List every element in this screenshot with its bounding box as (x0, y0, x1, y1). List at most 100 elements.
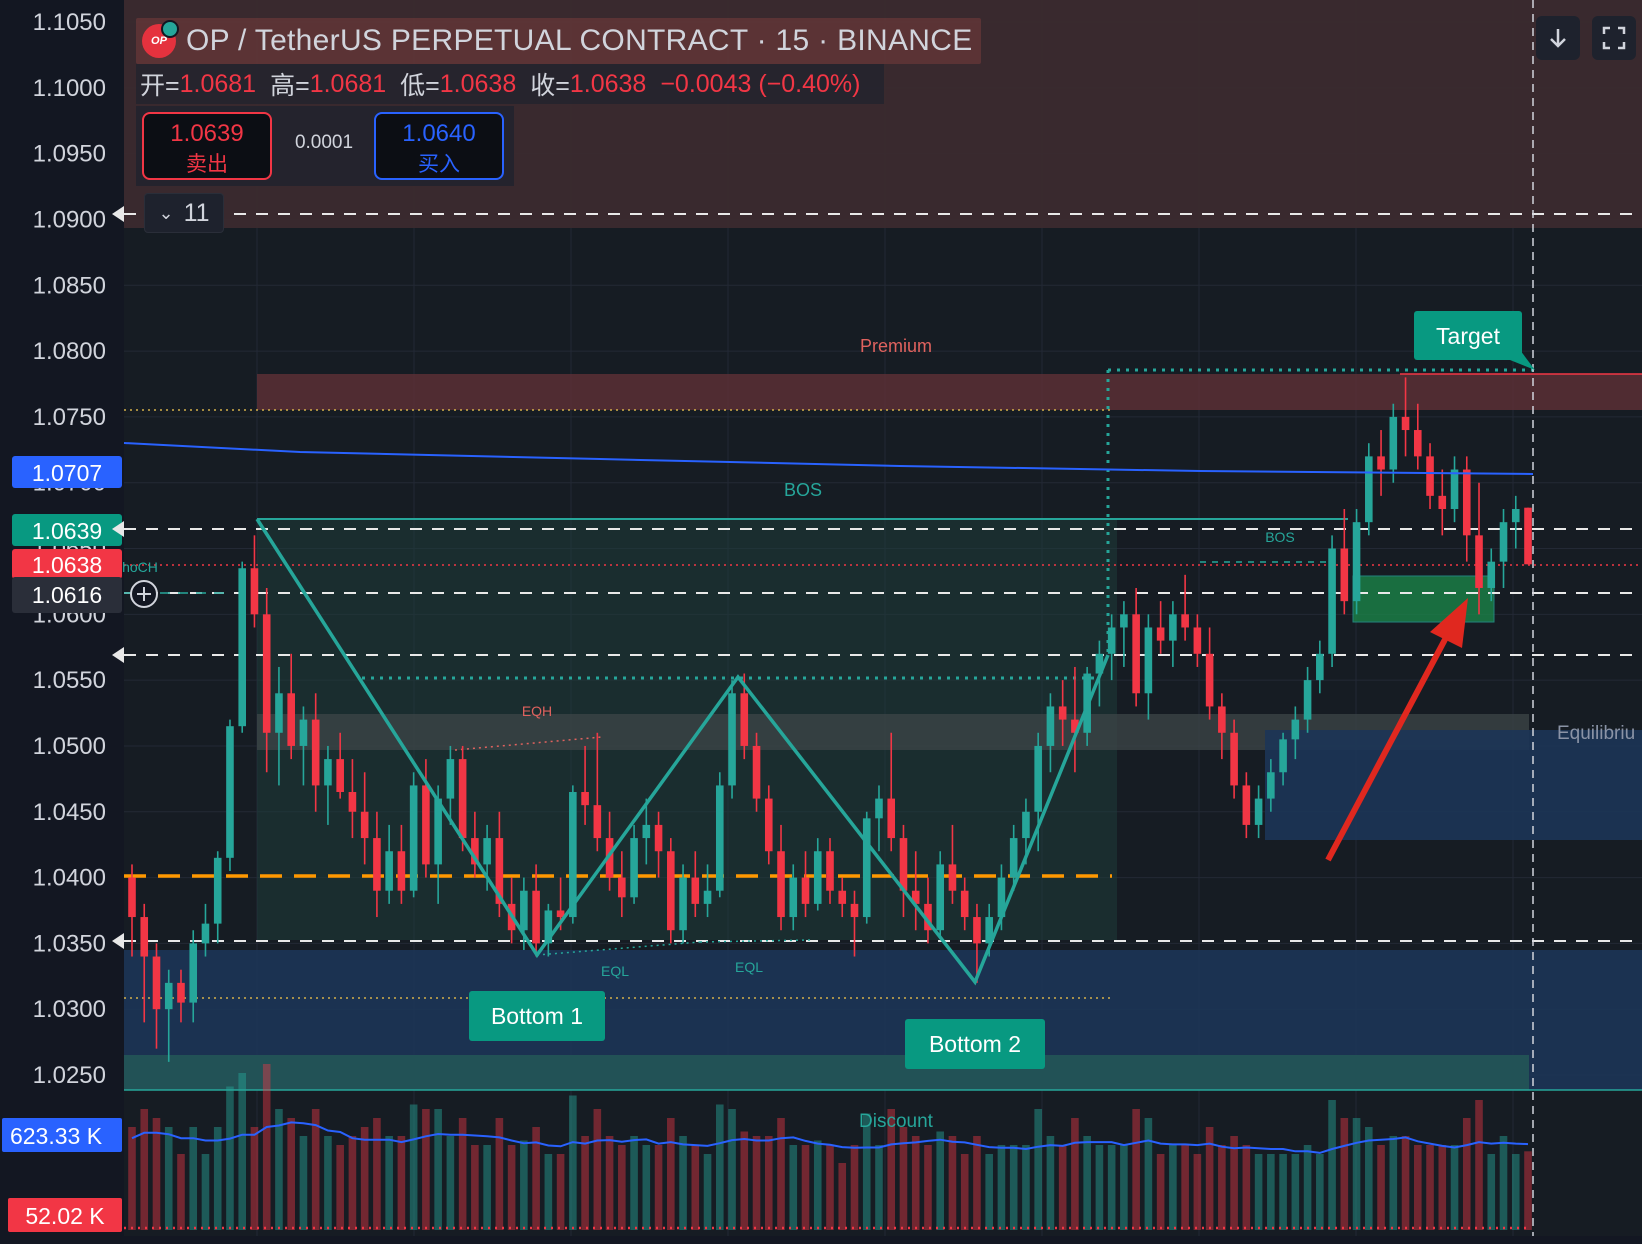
plus-circle-icon[interactable] (130, 580, 158, 608)
volume-bar (164, 1127, 173, 1230)
volume-bar (642, 1145, 651, 1230)
candle-body (618, 877, 626, 898)
candle-body (703, 890, 712, 904)
candle-body (1218, 706, 1226, 733)
high-value: 1.0681 (309, 69, 387, 98)
last-price-label: 1.0638 (12, 549, 122, 579)
candle-body (862, 818, 871, 918)
eql-label-1: EQL (601, 963, 629, 979)
scroll-to-latest-button[interactable] (1536, 16, 1580, 60)
volume-bar (1132, 1109, 1140, 1230)
volume-bar (654, 1145, 663, 1230)
indicators-toggle[interactable]: ⌄ 11 (144, 193, 224, 233)
crosshair-price-label: 1.0616 (12, 577, 122, 613)
price-tick-label: 1.0950 (33, 141, 106, 168)
fullscreen-button[interactable] (1592, 16, 1636, 60)
spread-value: 0.0001 (294, 132, 354, 153)
volume-bar (1267, 1154, 1275, 1230)
symbol-header[interactable]: OP OP / TetherUS PERPETUAL CONTRACT · 15… (136, 18, 981, 64)
sell-button[interactable]: 1.0639 卖出 (142, 112, 272, 180)
volume-bar (985, 1154, 993, 1230)
price-axis[interactable]: 1.1050 1.1000 1.0950 1.0900 1.0850 1.0800 1.07… (33, 9, 106, 1089)
volume-bar (1009, 1145, 1018, 1230)
volume-bar (177, 1154, 185, 1230)
buy-button[interactable]: 1.0640 买入 (374, 112, 504, 180)
volume-bar (1426, 1145, 1434, 1230)
volume-bar (348, 1136, 357, 1230)
candle-body (1475, 535, 1483, 588)
volume-bar (667, 1118, 675, 1230)
candle-body (226, 726, 234, 858)
candle-body (1450, 469, 1459, 510)
volume-bar (507, 1145, 516, 1230)
target-box-outline (1106, 368, 1535, 655)
volume-bar (1218, 1145, 1226, 1230)
candle-body (1181, 614, 1189, 628)
candle-body (1352, 522, 1361, 602)
volume-bar (1107, 1145, 1116, 1230)
candle-body (887, 798, 896, 839)
volume-bar (1499, 1136, 1508, 1230)
candle-body (1230, 732, 1238, 786)
price-tick-label: 1.0850 (33, 272, 106, 299)
moving-average-line (123, 442, 1534, 475)
volume-bar (911, 1136, 920, 1230)
volume-bar (1034, 1109, 1042, 1230)
candle-body (201, 923, 210, 944)
volume-last-label: 52.02 K (8, 1198, 122, 1232)
volume-bar (189, 1127, 198, 1230)
candle-body (299, 719, 308, 746)
equilibrium-label: Equilibriu (1557, 723, 1635, 744)
volume-bar (360, 1127, 369, 1230)
volume-bar (1401, 1136, 1410, 1230)
volume-bar (128, 1127, 136, 1230)
logo-badge (161, 20, 179, 38)
volume-bar (875, 1145, 883, 1230)
volume-bar (201, 1154, 210, 1230)
buy-label: 买入 (418, 153, 460, 176)
volume-bar (997, 1145, 1006, 1230)
candle-body (336, 759, 344, 793)
candle-body (177, 982, 185, 1003)
volume-bar (434, 1109, 442, 1230)
candle-body (1205, 653, 1214, 707)
candle-body (777, 851, 785, 918)
price-tick-label: 1.0450 (33, 799, 106, 826)
eqh-line (454, 736, 603, 751)
trade-panel: 1.0639 卖出 0.0001 1.0640 买入 (136, 106, 514, 186)
candle-body (1242, 785, 1251, 825)
candle-body (1267, 772, 1275, 799)
candle-body (1009, 838, 1018, 878)
volume-bar (1058, 1145, 1067, 1230)
volume-bar (618, 1145, 626, 1230)
buy-price: 1.0640 (402, 120, 476, 147)
candle-body (1499, 522, 1508, 562)
candle-body (348, 792, 357, 812)
volume-bar (691, 1145, 700, 1230)
volume-bar (862, 1113, 871, 1230)
candle-body (911, 890, 920, 904)
eql-line-2 (699, 939, 811, 943)
volume-bar (789, 1145, 798, 1230)
volume-bar (495, 1118, 504, 1230)
bottom-2-label: Bottom 2 (905, 1019, 1045, 1069)
axis-level-markers[interactable] (112, 206, 124, 949)
low-value: 1.0638 (439, 69, 517, 98)
volume-bar (544, 1154, 553, 1230)
candle-body (164, 982, 173, 1010)
candle-body (1426, 456, 1434, 496)
volume-bar (605, 1136, 614, 1230)
candle-body (324, 759, 332, 786)
volume-bar (973, 1136, 981, 1230)
volume-bar (630, 1136, 638, 1230)
volume-bar (1413, 1145, 1422, 1230)
volume-bar (152, 1118, 161, 1230)
svg-text:Bottom 1: Bottom 1 (491, 1003, 583, 1029)
volume-bar (813, 1140, 822, 1230)
volume-bar (1450, 1145, 1459, 1230)
arrow-down-icon (1550, 29, 1566, 48)
volume-bar (1328, 1100, 1336, 1230)
candle-body (924, 903, 932, 931)
price-tick-label: 1.1000 (33, 75, 106, 102)
